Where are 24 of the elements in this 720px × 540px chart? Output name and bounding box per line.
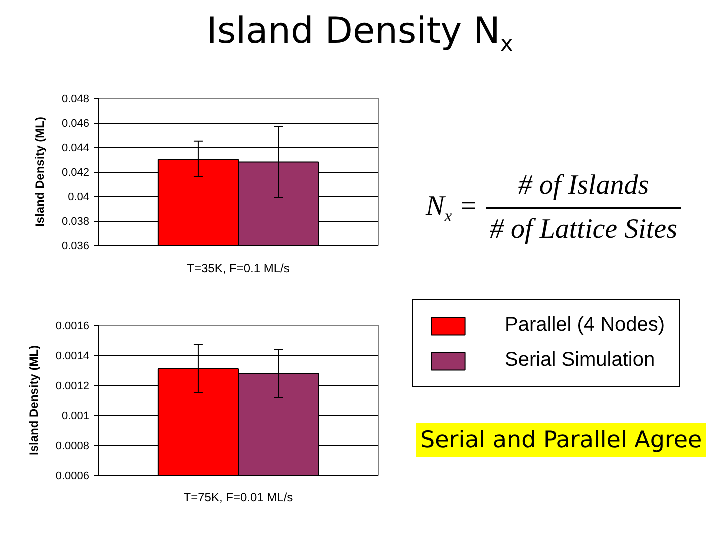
y-tick-label: 0.038: [62, 216, 90, 228]
y-tick-label: 0.0016: [56, 320, 90, 332]
y-tick-label: 0.0008: [56, 440, 90, 452]
chart-title: Island Density N$_{x}$: [206, 10, 514, 60]
x-tick-label: T=35K, F=0.1 ML/s: [187, 262, 290, 276]
y-tick-label: 0.001: [62, 410, 90, 422]
text: # of Lattice Sites: [486, 207, 682, 250]
x-tick-label: T=75K, F=0.01 ML/s: [184, 490, 294, 504]
legend-label: Parallel (4 Nodes): [505, 314, 666, 337]
y-tick-label: 0.044: [62, 142, 90, 154]
y-tick-label: 0.0012: [56, 380, 90, 392]
y-tick-label: 0.042: [62, 167, 90, 179]
y-tick-label: 0.0014: [56, 350, 90, 362]
text: # of Islands: [517, 169, 650, 203]
legend-label: Serial Simulation: [505, 349, 656, 372]
text: N$_{x}$ =: [426, 190, 478, 228]
y-axis-title: Island Density (ML): [32, 116, 47, 228]
y-tick-label: 0.04: [68, 192, 90, 204]
y-tick-label: 0.046: [62, 118, 90, 130]
y-axis-title: Island Density (ML): [26, 345, 41, 456]
y-tick-label: 0.0006: [56, 470, 90, 482]
text: Serial and Parallel Agree: [420, 428, 702, 454]
y-tick-label: 0.048: [62, 94, 90, 106]
y-tick-label: 0.036: [62, 240, 90, 252]
